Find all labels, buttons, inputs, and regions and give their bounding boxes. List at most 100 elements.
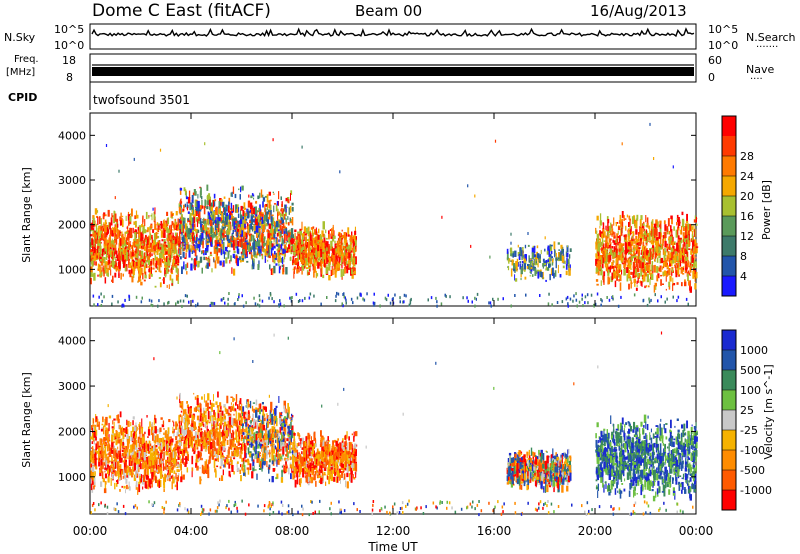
echo-cell (242, 304, 245, 308)
echo-cell (628, 215, 631, 220)
echo-cell (551, 274, 555, 276)
echo-cell (631, 216, 635, 225)
echo-cell (204, 220, 207, 226)
echo-cell (325, 256, 328, 264)
echo-cell (694, 270, 697, 278)
echo-cell (678, 242, 680, 246)
echo-cell (115, 256, 117, 258)
echo-cell (467, 299, 469, 303)
echo-cell (280, 243, 283, 251)
echo-cell (560, 255, 563, 261)
echo-cell (121, 231, 123, 240)
echo-cell (635, 247, 638, 250)
echo-cell (132, 267, 135, 276)
echo-cell (207, 215, 210, 219)
echo-cell (619, 274, 622, 282)
echo-cell (176, 267, 179, 275)
echo-cell (252, 215, 256, 218)
echo-cell (215, 235, 218, 238)
echo-cell (548, 263, 550, 268)
echo-cell (643, 228, 646, 233)
echo-cell (214, 213, 216, 220)
echo-cell (199, 235, 202, 243)
echo-cell (598, 260, 601, 270)
echo-cell (223, 216, 225, 221)
echo-cell (322, 242, 325, 251)
echo-cell (91, 238, 94, 246)
echo-cell (154, 218, 156, 222)
echo-cell (155, 475, 157, 484)
echo-cell (346, 242, 348, 249)
echo-cell (512, 253, 514, 258)
echo-cell (194, 249, 197, 257)
echo-cell (677, 295, 680, 299)
echo-cell (115, 258, 117, 267)
echo-cell (249, 234, 251, 241)
echo-cell (152, 258, 155, 265)
echo-cell (96, 246, 99, 253)
echo-cell (217, 248, 219, 256)
echo-cell (685, 223, 688, 229)
echo-cell (691, 264, 694, 267)
echo-cell (145, 234, 147, 240)
echo-cell (285, 267, 288, 275)
echo-cell (178, 473, 180, 476)
echo-cell (110, 269, 112, 276)
echo-cell (187, 217, 189, 221)
echo-cell (164, 445, 167, 450)
echo-cell (128, 262, 131, 269)
echo-cell (392, 297, 394, 301)
echo-cell (612, 259, 614, 266)
echo-cell (303, 226, 307, 233)
echo-cell (621, 227, 623, 236)
echo-cell (186, 271, 188, 275)
echo-cell (149, 227, 151, 235)
y-tick-label: 3000 (58, 174, 86, 187)
echo-cell (228, 224, 231, 233)
echo-cell (207, 218, 210, 226)
echo-cell (373, 301, 376, 305)
echo-cell (166, 256, 168, 263)
echo-cell (261, 253, 264, 260)
echo-cell (348, 252, 351, 258)
echo-cell (566, 295, 569, 299)
nave-legend-dots: ···· (750, 74, 763, 85)
echo-cell (210, 239, 213, 247)
echo-cell (449, 295, 451, 299)
echo-cell (578, 300, 581, 304)
echo-cell (342, 293, 344, 296)
echo-cell (198, 240, 200, 243)
echo-cell (198, 260, 201, 264)
echo-cell (294, 245, 297, 255)
echo-cell (270, 215, 273, 222)
echo-cell (322, 232, 324, 237)
echo-cell (151, 266, 152, 274)
echo-cell (298, 242, 300, 249)
echo-cell (157, 304, 159, 308)
echo-cell (603, 271, 606, 277)
echo-cell (107, 242, 110, 248)
echo-cell (162, 253, 165, 260)
echo-cell (118, 255, 121, 261)
echo-cell (177, 259, 180, 264)
echo-cell (559, 274, 562, 278)
echo-cell (180, 199, 182, 203)
freq-left-tick-top: 18 (62, 54, 76, 67)
echo-cell (618, 253, 621, 257)
echo-cell (245, 213, 248, 216)
echo-cell (240, 223, 243, 232)
echo-cell (341, 256, 343, 264)
echo-cell (132, 242, 135, 247)
echo-cell (144, 262, 146, 267)
echo-cell (111, 447, 114, 450)
echo-cell (550, 246, 553, 252)
echo-cell (119, 238, 122, 246)
echo-cell (308, 247, 312, 252)
echo-cell (637, 266, 639, 270)
echo-cell (170, 234, 172, 240)
echo-cell (277, 219, 281, 224)
echo-cell (93, 254, 95, 257)
echo-cell (321, 266, 323, 275)
echo-cell (258, 226, 261, 228)
echo-cell (257, 242, 259, 247)
